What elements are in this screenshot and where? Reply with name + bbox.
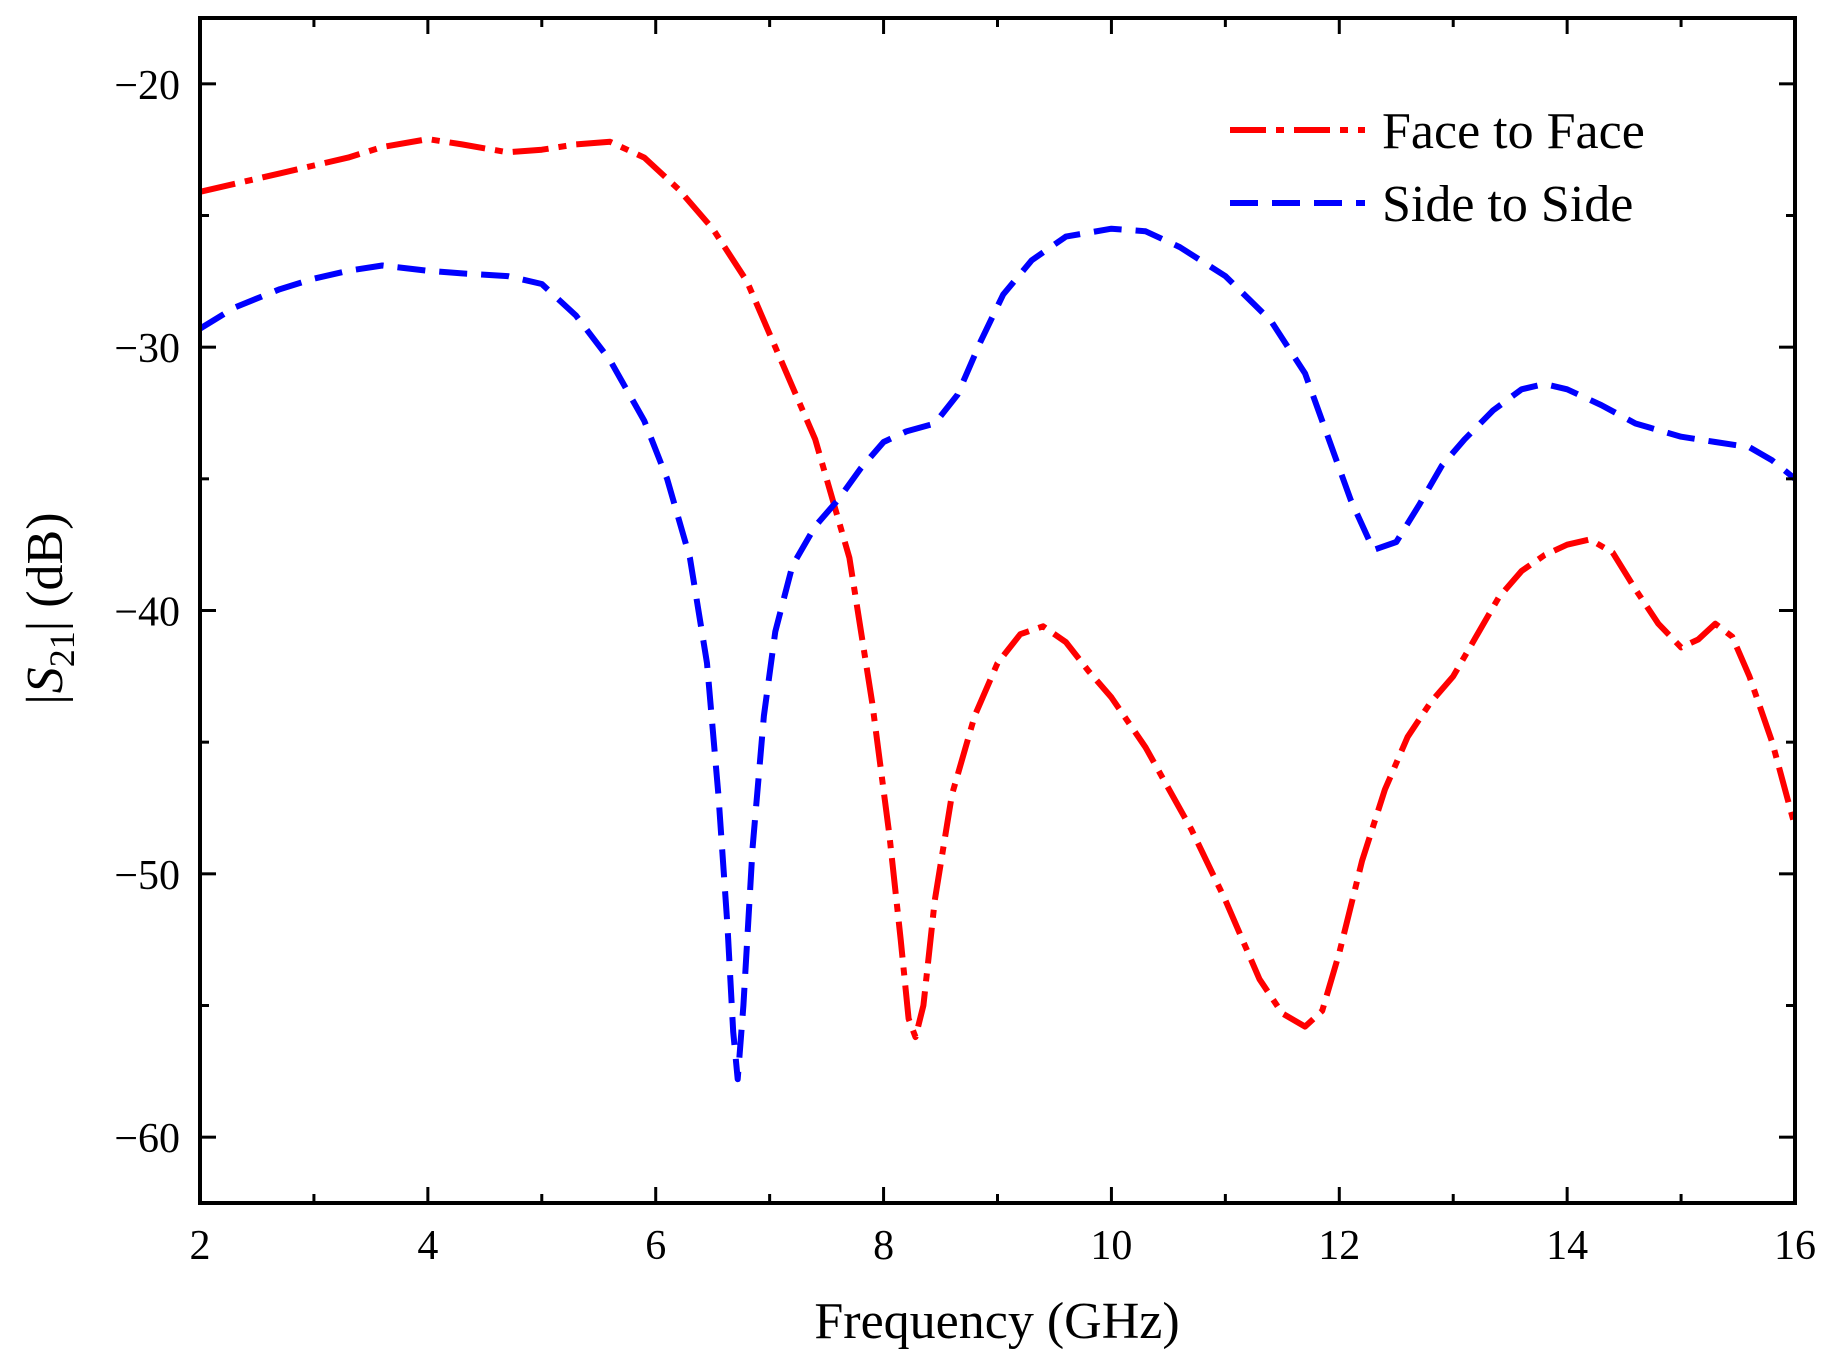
x-tick-label: 8 bbox=[873, 1223, 894, 1269]
y-tick-label: −40 bbox=[114, 590, 180, 636]
y-tick-label: −50 bbox=[114, 853, 180, 899]
y-axis-label-prefix: |S bbox=[17, 667, 74, 707]
ticks-group: 2 4 6 8 10 12 14 16 −20 −30 −40 −50 −60 bbox=[114, 18, 1816, 1269]
y-tick-label: −60 bbox=[114, 1116, 180, 1162]
series-side-to-side-line bbox=[200, 225, 1795, 1083]
y-axis-label-subscript: 21 bbox=[42, 631, 82, 667]
x-tick-label: 14 bbox=[1546, 1223, 1588, 1269]
x-axis-label: Frequency (GHz) bbox=[814, 1293, 1179, 1350]
y-axis-label: |S21| (dB) bbox=[17, 512, 82, 707]
x-tick-label: 10 bbox=[1090, 1223, 1132, 1269]
x-tick-label: 12 bbox=[1318, 1223, 1360, 1269]
legend-face-to-face-label: Face to Face bbox=[1382, 103, 1645, 160]
legend: Face to Face Side to Side bbox=[1230, 103, 1645, 233]
legend-side-to-side-label: Side to Side bbox=[1382, 176, 1633, 233]
y-axis-label-suffix: | (dB) bbox=[17, 512, 74, 631]
plot-frame bbox=[198, 16, 1797, 1205]
series-group bbox=[200, 136, 1795, 1083]
series-face-to-face-line bbox=[200, 136, 1795, 1041]
x-tick-label: 16 bbox=[1774, 1223, 1816, 1269]
x-tick-label: 6 bbox=[645, 1223, 666, 1269]
y-tick-label: −20 bbox=[114, 63, 180, 109]
x-tick-label: 2 bbox=[190, 1223, 211, 1269]
x-tick-label: 4 bbox=[417, 1223, 438, 1269]
y-tick-label: −30 bbox=[114, 326, 180, 372]
